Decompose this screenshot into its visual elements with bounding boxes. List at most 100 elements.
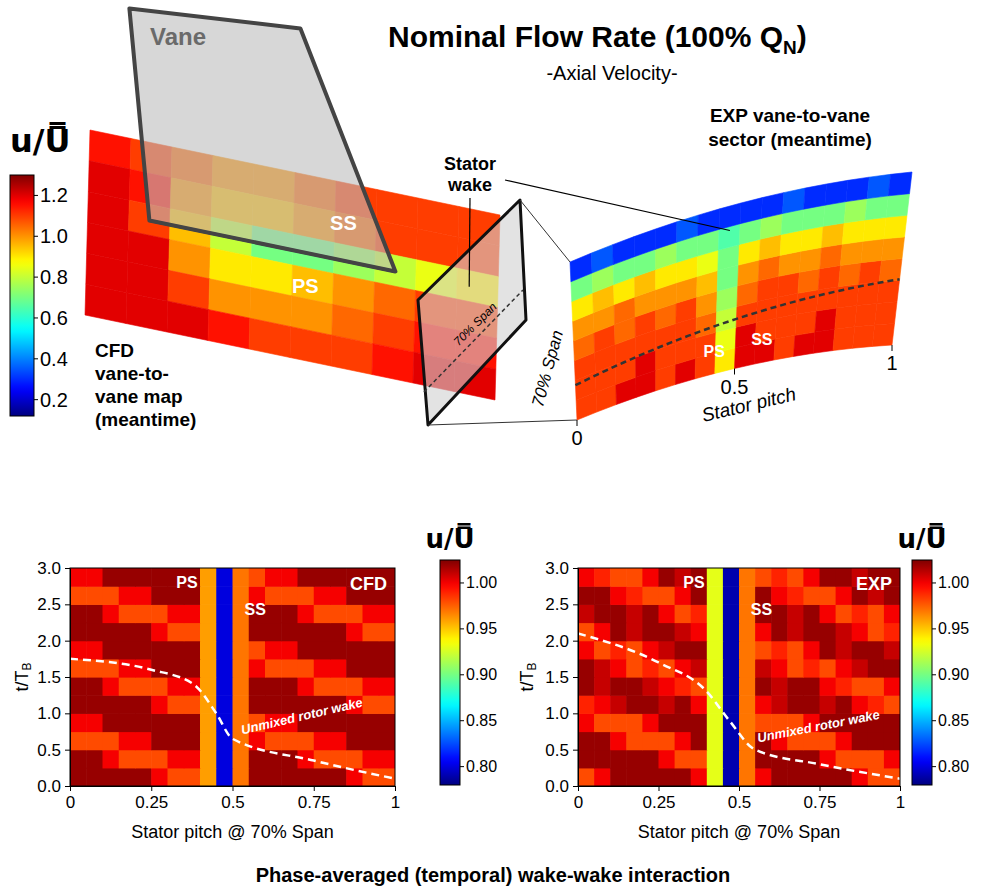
heatmap-cell xyxy=(787,677,804,696)
sector-cell xyxy=(842,220,865,244)
heatmap-cell xyxy=(184,623,201,642)
y-tick-label: 0.0 xyxy=(37,777,61,796)
heatmap-cell xyxy=(233,659,250,678)
exit-plane xyxy=(418,200,526,425)
heatmap-cell xyxy=(330,732,347,751)
colorbar-tick-label: 0.80 xyxy=(938,758,969,775)
x-axis: 00.250.50.751 xyxy=(574,786,905,812)
map-cell xyxy=(126,293,168,332)
heatmap-cell xyxy=(626,768,643,786)
heatmap-cell xyxy=(200,768,217,786)
y-tick-mark xyxy=(65,604,70,605)
heatmap-cell xyxy=(707,713,724,732)
heatmap-cell xyxy=(86,750,103,769)
heatmap-cell xyxy=(610,732,627,751)
heatmap-cell xyxy=(184,750,201,769)
heatmap-cell xyxy=(771,641,788,660)
heatmap-cell xyxy=(675,641,692,660)
heatmap-cell xyxy=(151,732,168,751)
heatmap-cell xyxy=(803,695,820,714)
sector-cell xyxy=(813,329,835,353)
heatmap-cell xyxy=(642,568,659,587)
heatmap-cell xyxy=(314,623,331,642)
heatmap-cell xyxy=(739,568,756,587)
colorbar xyxy=(912,560,932,785)
heatmap-cell xyxy=(771,677,788,696)
heatmap-cell xyxy=(610,750,627,769)
heatmap-cell xyxy=(626,713,643,732)
heatmap-cell xyxy=(70,768,87,786)
heatmap-cell xyxy=(836,659,853,678)
cfd-map-label: vane-to- xyxy=(95,363,169,384)
heatmap-cell xyxy=(594,695,611,714)
colorbar-tick-label: 0.6 xyxy=(40,307,68,329)
heatmap-cell xyxy=(723,695,740,714)
heatmap-cell xyxy=(884,750,900,769)
heatmap-cell xyxy=(363,604,380,623)
heatmap-cell xyxy=(346,641,363,660)
heatmap-cell xyxy=(86,604,103,623)
heatmap-cell xyxy=(803,604,820,623)
heatmap-cell xyxy=(610,623,627,642)
heatmap-cell xyxy=(691,713,708,732)
heatmap-cell xyxy=(578,768,595,786)
y-tick: 2.5 xyxy=(545,595,578,614)
heatmap-cell xyxy=(884,623,900,642)
heatmap-cell xyxy=(787,768,804,786)
heatmap-cell xyxy=(363,641,380,660)
title-text: Nominal Flow Rate (100% Q xyxy=(388,20,783,53)
exit-plane-span-label: 70% Span xyxy=(451,299,500,348)
heatmap-cell xyxy=(723,659,740,678)
heatmap-cell xyxy=(659,677,676,696)
y-tick-label: 3.0 xyxy=(545,559,569,578)
heatmap-cell xyxy=(184,732,201,751)
sector-span-label: 70% Span xyxy=(528,328,567,409)
heatmap-cell xyxy=(298,768,315,786)
heatmap-cell xyxy=(281,677,298,696)
heatmap-cell xyxy=(200,568,217,587)
sector-cell xyxy=(822,223,845,248)
sector-cell xyxy=(872,323,894,346)
heatmap-cell xyxy=(578,641,595,660)
heatmap-cell xyxy=(103,713,120,732)
colorbar-tick xyxy=(932,674,936,675)
heatmap-cell xyxy=(787,568,804,587)
rotor-wake-label: Unmixed rotor wake xyxy=(756,707,881,745)
heatmap-cell xyxy=(723,586,740,605)
x-tick-mark xyxy=(395,786,396,791)
rotor-wake-line xyxy=(578,633,900,778)
heatmap-cell xyxy=(135,641,152,660)
heatmap-cell xyxy=(739,623,756,642)
heatmap-cell xyxy=(265,732,282,751)
x-tick-mark xyxy=(151,786,152,791)
heatmap-cell xyxy=(610,695,627,714)
heatmap-cell xyxy=(626,750,643,769)
colorbar-tick-label: 1.0 xyxy=(40,225,68,247)
heatmap-cell xyxy=(151,750,168,769)
heatmap-cell xyxy=(675,659,692,678)
heatmap-cell xyxy=(168,604,185,623)
heatmap-cell xyxy=(771,659,788,678)
heatmap-cell xyxy=(135,695,152,714)
heatmap-cell xyxy=(379,750,395,769)
colorbar-tick-label: 0.80 xyxy=(466,758,497,775)
heatmap-cell xyxy=(233,641,250,660)
sector-cell xyxy=(835,305,857,329)
heatmap-cell xyxy=(86,695,103,714)
x-tick-label: 0.5 xyxy=(221,793,245,812)
heatmap-cell xyxy=(281,768,298,786)
sector-pitch-tick xyxy=(892,345,893,351)
y-tick-mark xyxy=(573,786,578,787)
heatmap-cell xyxy=(314,586,331,605)
heatmap-cell xyxy=(707,659,724,678)
heatmap-cell xyxy=(578,750,595,769)
heatmap-cell xyxy=(363,768,380,786)
y-tick: 0.0 xyxy=(37,777,70,796)
colorbar-tick xyxy=(460,628,464,629)
heatmap-cell xyxy=(884,732,900,751)
exp-sector-label: EXP vane-to-vane xyxy=(710,105,870,126)
heatmap-cell xyxy=(642,586,659,605)
heatmap-cell xyxy=(216,641,233,660)
x-tick-mark xyxy=(900,786,901,791)
sector-cell xyxy=(591,245,613,273)
